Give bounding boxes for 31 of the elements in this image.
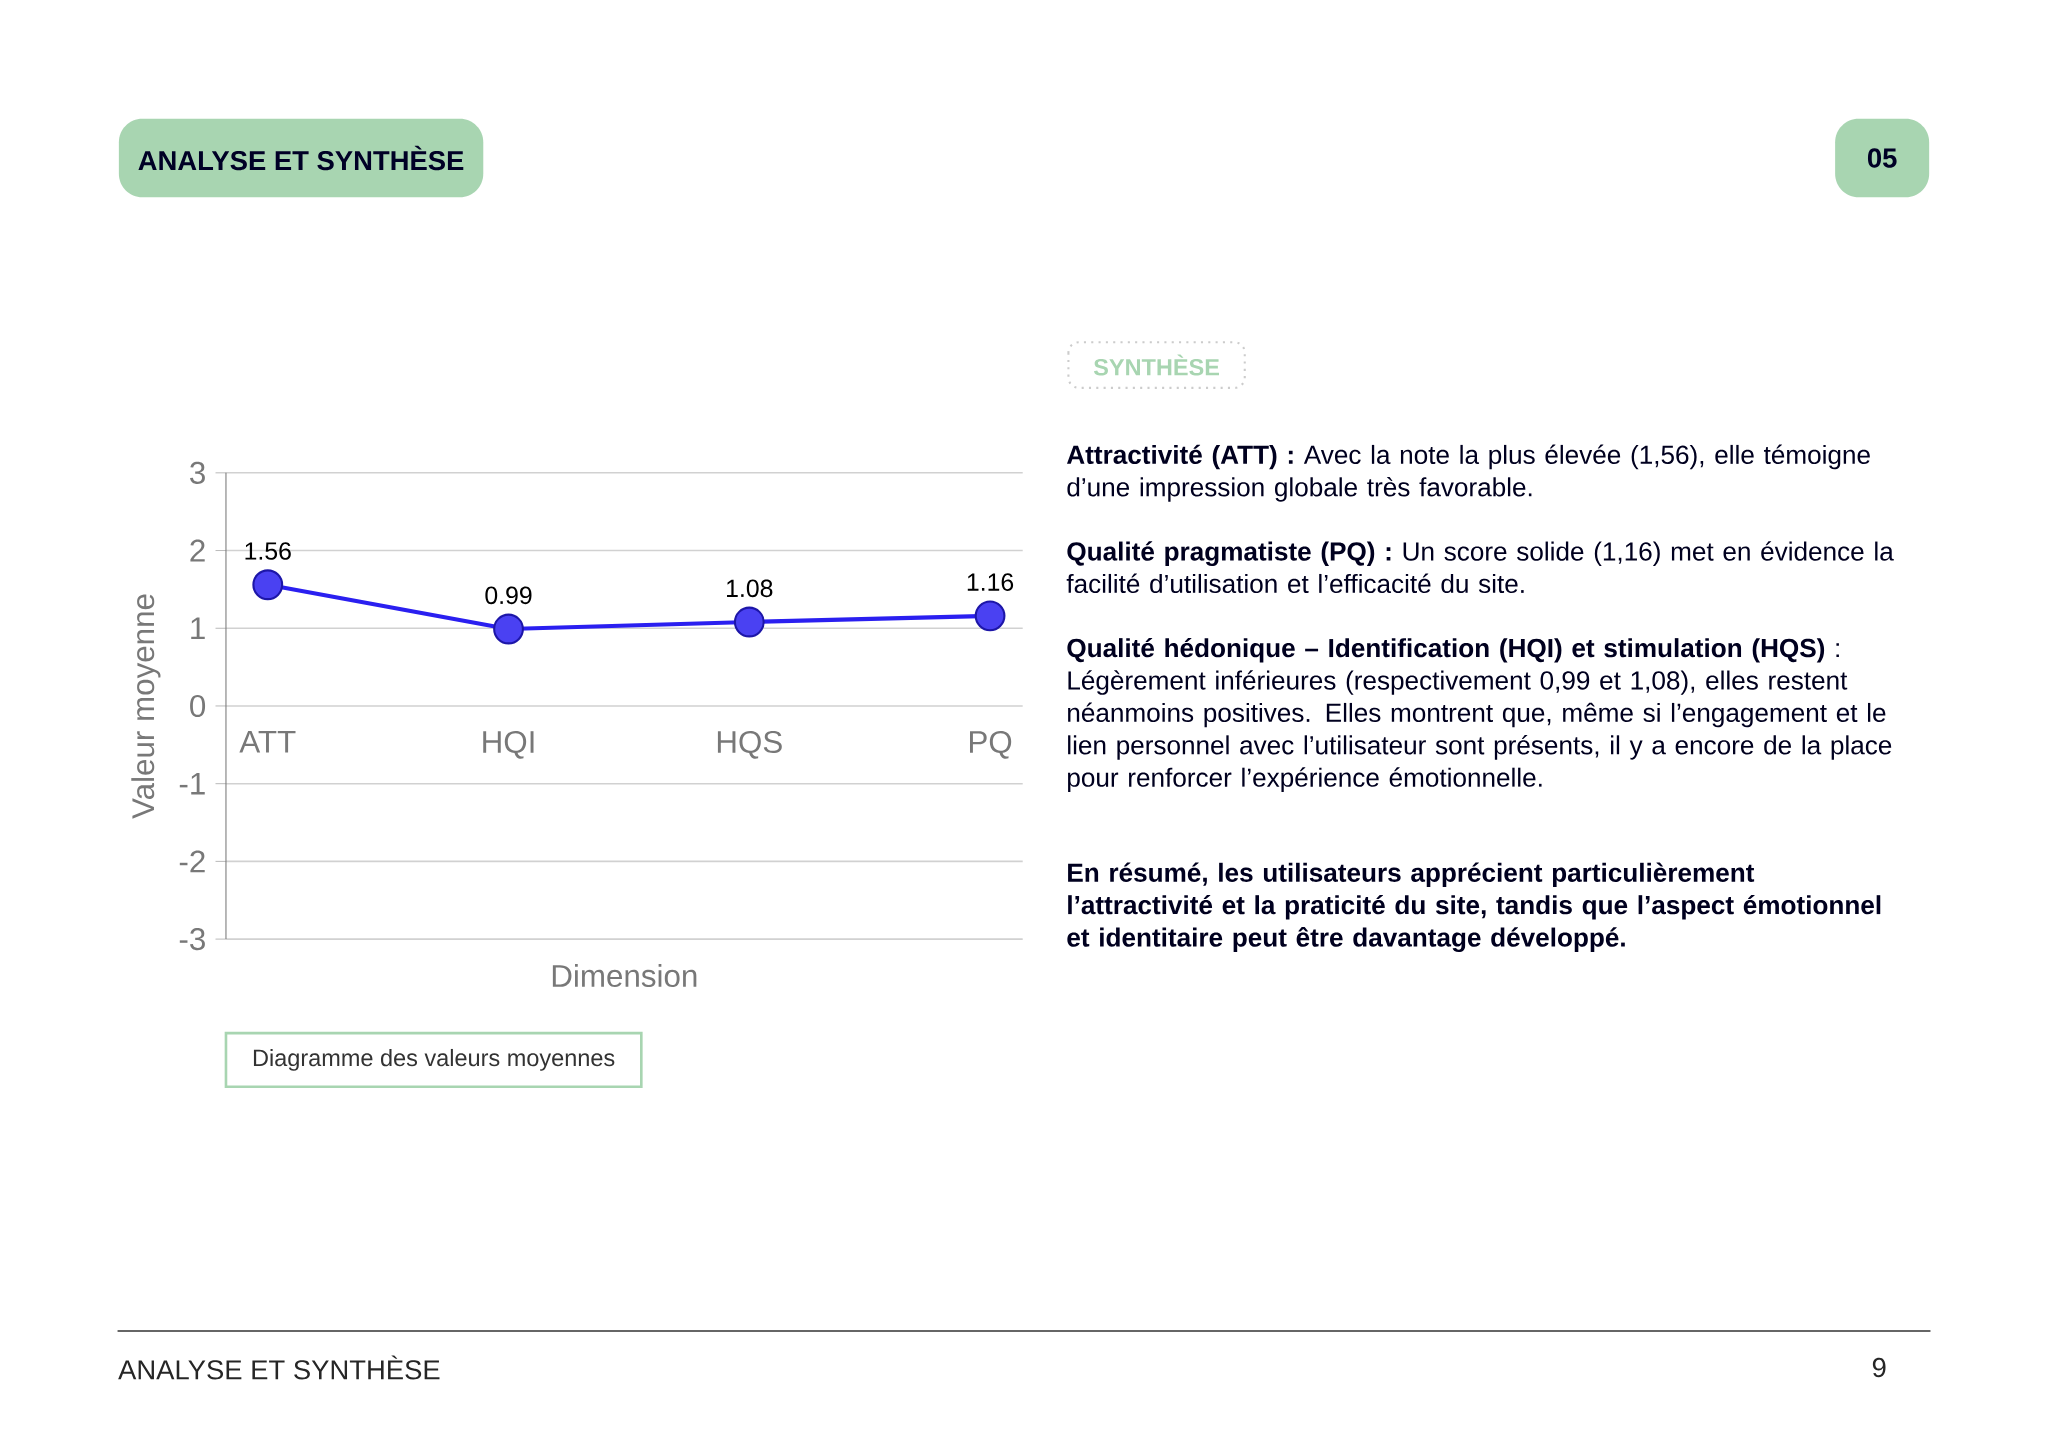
x-tick-label: HQI (483, 730, 534, 759)
point (733, 606, 765, 638)
y-axis-title: Valeur moyenne (131, 594, 161, 819)
x-tick-label: HQS (717, 730, 782, 759)
text: 05 (1867, 148, 1897, 168)
y-tick-label: 2 (190, 539, 205, 562)
x-tick-label: ATT (239, 730, 296, 753)
x-axis-title: Dimension (552, 963, 697, 987)
point (974, 600, 1006, 631)
y-tick-label: -3 (179, 927, 205, 950)
text: 9 (1872, 1357, 1886, 1377)
data-label: 1.56 (245, 542, 291, 560)
text: Qualité pragmatiste (PQ) : Un score solide (1,16) met en évidence la facilité d’utilisation et l’efficacité du site. (1066, 540, 1894, 593)
x-tick-label: PQ (970, 730, 1012, 759)
y-tick-label: -2 (179, 850, 205, 873)
point (493, 613, 524, 645)
data-label: 0.99 (485, 586, 532, 604)
text: ANALYSE ET SYNTHÈSE (138, 145, 464, 171)
data-label: 1.16 (967, 573, 1014, 591)
text: Diagramme des valeurs moyennes (253, 1048, 615, 1071)
y-tick-label: 3 (190, 461, 205, 484)
text: En résumé, les utilisateurs apprécient particulièrement l’attractivité et la praticité du site, tandis que l’aspect émotionnel et identitaire peut être davantage développé. (1067, 862, 1881, 952)
text: ANALYSE ET SYNTHÈSE (118, 1355, 440, 1380)
text: Attractivité (ATT) : Avec la note la plus élevée (1,56), elle témoigne d’une impression globale très favorable. (1066, 444, 1870, 502)
y-tick-label: 1 (191, 617, 205, 639)
text: Qualité hédonique – Identification (HQI) et stimulation (HQS) : Légèrement inférieures (respectivement 0,99 et 1,08), elles restent néanmoins positives. Elles montrent que, même si l’engagement et le lien personnel avec l’utilisateur sont présents, il y a encore de la place pour renforcer l’expérience émotionnelle. (1067, 637, 1892, 792)
y-tick-label: -1 (179, 772, 205, 795)
point (252, 569, 284, 600)
data-label: 1.08 (727, 579, 773, 597)
text: SYNTHÈSE (1093, 354, 1220, 376)
y-tick-label: 0 (190, 694, 206, 717)
